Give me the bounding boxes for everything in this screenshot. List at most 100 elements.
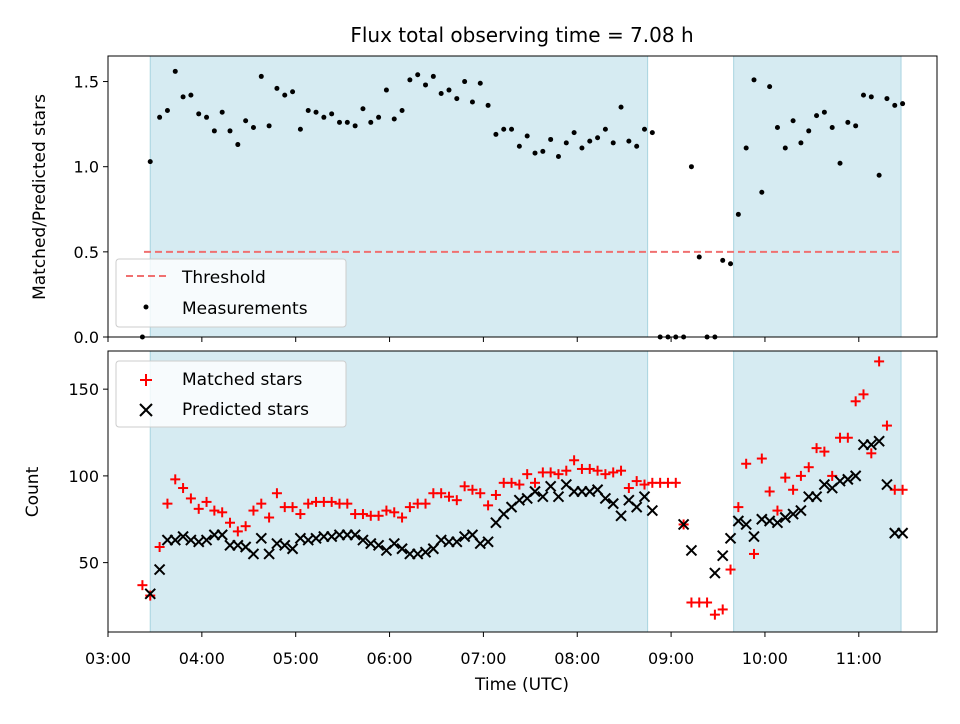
legend-matched-label: Matched stars (182, 370, 302, 390)
bottom-x-axis: 03:00 04:00 05:00 06:00 07:00 08:00 09:00 10:00… (85, 632, 882, 668)
measurement-point (892, 102, 898, 108)
predicted-star-point (677, 518, 690, 531)
matched-star-point (443, 491, 454, 502)
predicted-x-b (685, 544, 698, 557)
matched-star-point (264, 512, 275, 523)
x-axis-label: Time (UTC) (474, 675, 569, 695)
matched-star-point (170, 474, 181, 485)
chart-title: Flux total observing time = 7.08 h (350, 23, 693, 47)
x-tick-label: 04:00 (179, 649, 225, 668)
predicted-x-b (255, 532, 267, 545)
predicted-x-b (302, 534, 314, 546)
count-series (137, 356, 909, 620)
measurement-point (313, 109, 319, 115)
measurement-point (642, 126, 648, 132)
predicted-x-b (279, 539, 291, 551)
measurement-point (728, 261, 734, 267)
measurement-point (469, 99, 475, 105)
predicted-x-b (247, 548, 260, 560)
measurement-point (735, 211, 741, 217)
y-tick-label: 100 (68, 467, 99, 486)
x-tick-label: 10:00 (742, 649, 788, 668)
matched-star-point (475, 488, 486, 499)
measurement-point (157, 114, 163, 120)
measurement-point (258, 73, 264, 79)
measurement-point (720, 257, 726, 263)
predicted-x-b (466, 529, 479, 541)
predicted-star-point (881, 478, 893, 491)
bottom-legend: Matched stars Predicted stars (115, 360, 347, 428)
predicted-x-b (286, 543, 299, 555)
predicted-star-point (732, 515, 745, 527)
matched-star-point (561, 465, 572, 476)
matched-star-point (803, 462, 814, 473)
matched-star-point (514, 479, 525, 490)
predicted-star-point (396, 543, 408, 555)
y-tick-label: 50 (79, 554, 99, 573)
legend-measurements-label: Measurements (182, 299, 308, 319)
matched-star-point (569, 455, 580, 466)
predicted-x-b (310, 532, 322, 545)
matched-star-point (193, 503, 204, 514)
predicted-x-b (200, 534, 213, 546)
measurement-point (407, 77, 413, 83)
legend-threshold-label: Threshold (181, 268, 266, 288)
x-tick-label: 11:00 (836, 649, 882, 668)
predicted-star-point (685, 544, 698, 557)
matched-star-point (874, 356, 885, 367)
predicted-star-point (818, 478, 831, 491)
measurement-point (321, 114, 327, 120)
measurement-point (297, 126, 303, 132)
matched-star-point (397, 512, 408, 523)
predicted-x-b (834, 475, 846, 487)
matched-star-point (162, 498, 173, 509)
predicted-x-b (169, 534, 181, 546)
predicted-star-point (263, 548, 275, 560)
measurement-point (829, 125, 835, 131)
predicted-star-point (144, 588, 156, 600)
predicted-x-b (842, 473, 854, 486)
predicted-star-point (482, 536, 494, 548)
measurement-point (250, 125, 256, 131)
predicted-star-point (247, 548, 260, 560)
measurement-point (235, 142, 241, 148)
measurement-point (814, 113, 820, 119)
predicted-x-b (537, 490, 549, 503)
measurement-point (610, 140, 616, 146)
measurement-point (219, 109, 225, 115)
measurement-point (782, 145, 788, 151)
measurement-point (485, 102, 491, 108)
predicted-star-point (638, 490, 651, 503)
matched-star-point (373, 510, 384, 521)
predicted-star-point (177, 530, 189, 543)
top-x-axis (107, 337, 860, 342)
measurement-point (462, 79, 468, 85)
measurement-point (352, 123, 358, 129)
measurement-point (368, 119, 374, 125)
y-tick-label: 1.5 (74, 73, 99, 92)
measurement-point (774, 125, 780, 131)
measurement-point (634, 143, 640, 149)
matched-star-point (154, 542, 165, 553)
predicted-x-b (795, 504, 807, 517)
measurement-point (860, 92, 866, 98)
matched-star-point (232, 526, 243, 537)
measurement-point (501, 126, 507, 132)
predicted-x-b (724, 532, 737, 545)
matched-star-point (553, 469, 564, 480)
legend-predicted-label: Predicted stars (182, 400, 309, 420)
matched-star-point (764, 486, 775, 497)
matched-star-point (342, 498, 353, 509)
predicted-x-b (771, 517, 784, 529)
measurement-point (540, 148, 546, 154)
predicted-x-b (810, 490, 823, 503)
matched-star-point (137, 580, 148, 591)
measurement-point (274, 85, 280, 91)
predicted-star-point (865, 438, 878, 451)
matched-star-point (240, 521, 251, 532)
predicted-star-point (599, 492, 612, 505)
predicted-star-point (873, 435, 885, 447)
measurement-point (391, 116, 397, 122)
matched-star-point (295, 509, 306, 520)
legend-predicted-swatch (139, 403, 153, 417)
